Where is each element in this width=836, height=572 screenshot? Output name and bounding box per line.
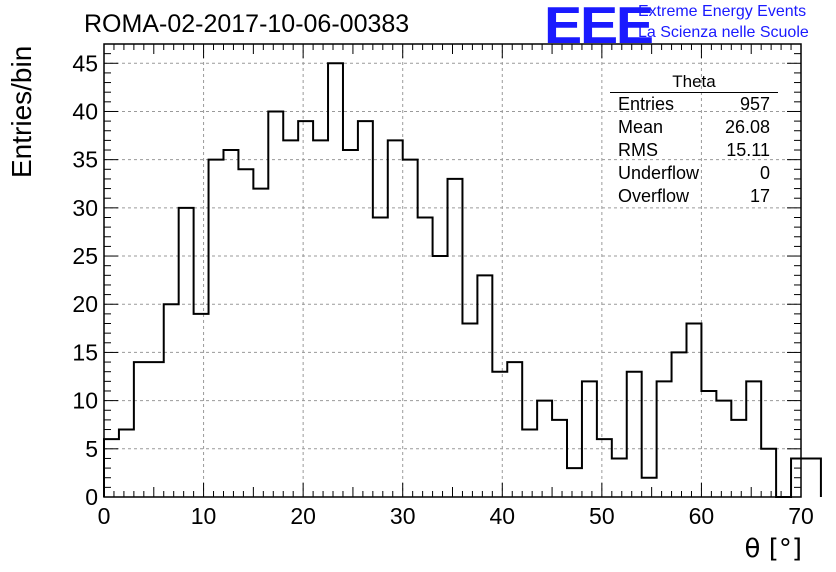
- histogram-bin: [209, 160, 224, 497]
- histogram-series-line: [103, 62, 822, 498]
- stats-label: Mean: [618, 117, 664, 137]
- histogram-bin: [492, 372, 507, 497]
- x-tick-label: 10: [191, 503, 217, 529]
- histogram-bin: [462, 324, 477, 497]
- histogram-bin: [418, 217, 433, 497]
- histogram-bin: [223, 150, 238, 497]
- histogram-bin: [597, 439, 612, 497]
- x-tick-label: 40: [489, 503, 515, 529]
- y-tick-label: 0: [85, 484, 98, 510]
- eee-logo: EEE: [544, 0, 654, 55]
- histogram-bin: [388, 140, 403, 497]
- stats-value: 15.11: [726, 140, 770, 160]
- y-tick-label: 20: [72, 291, 98, 317]
- histogram-bin: [642, 478, 657, 497]
- histogram-bin: [657, 381, 672, 497]
- stats-row-mean: Mean 26.08: [610, 116, 778, 139]
- histogram-bin: [149, 362, 164, 497]
- histogram-bin: [433, 256, 448, 497]
- histogram-bin: [134, 362, 149, 497]
- x-tick-label: 60: [689, 503, 715, 529]
- stats-box: Theta Entries 957 Mean 26.08 RMS 15.11 U…: [610, 72, 778, 208]
- x-tick-label: 20: [290, 503, 316, 529]
- histogram-bin: [761, 449, 776, 497]
- y-tick-label: 40: [72, 98, 98, 124]
- histogram-bin: [731, 420, 746, 497]
- y-tick-label: 45: [72, 50, 98, 76]
- histogram-bin: [507, 362, 522, 497]
- x-tick-label: 70: [788, 503, 814, 529]
- y-tick-label: 10: [72, 388, 98, 414]
- histogram-bin: [283, 140, 298, 497]
- histogram-bin: [806, 458, 821, 497]
- histogram-bin: [373, 217, 388, 497]
- histogram-bin: [313, 140, 328, 497]
- logo-line-1: Extreme Energy Events: [638, 3, 807, 20]
- logo-line-2: La Scienza nelle Scuole: [638, 24, 809, 41]
- plot-title: ROMA-02-2017-10-06-00383: [84, 10, 410, 38]
- y-tick-label: 15: [72, 339, 98, 365]
- stats-label: RMS: [618, 140, 658, 160]
- stats-value: 17: [749, 186, 770, 206]
- stats-label: Underflow: [618, 163, 700, 183]
- stats-label: Overflow: [618, 186, 690, 206]
- stats-value: 957: [739, 94, 770, 114]
- y-tick-label: 30: [72, 195, 98, 221]
- y-tick-label: 25: [72, 243, 98, 269]
- histogram-bin: [686, 324, 701, 497]
- histogram-bin: [701, 391, 716, 497]
- histogram-bin: [343, 150, 358, 497]
- stats-row-overflow: Overflow 17: [610, 185, 778, 208]
- x-tick-label: 50: [589, 503, 615, 529]
- histogram-bin: [552, 420, 567, 497]
- histogram-bin: [179, 208, 194, 497]
- stats-row-rms: RMS 15.11: [610, 139, 778, 162]
- y-tick-label: 35: [72, 147, 98, 173]
- histogram-bin: [522, 430, 537, 497]
- histogram-bin: [194, 314, 209, 497]
- histogram-bin: [253, 189, 268, 497]
- histogram-bin: [567, 468, 582, 497]
- histogram-bin: [403, 160, 418, 497]
- stats-value: 0: [759, 163, 770, 183]
- histogram-bin: [119, 430, 134, 497]
- histogram-bin: [477, 275, 492, 497]
- x-tick-label: 0: [98, 503, 111, 529]
- histogram-bin: [238, 169, 253, 497]
- histogram-bin: [672, 352, 687, 497]
- stats-title: Theta: [610, 72, 778, 93]
- histogram-bin: [612, 458, 627, 497]
- stats-row-underflow: Underflow 0: [610, 162, 778, 185]
- x-axis-label: θ [°]: [744, 534, 802, 564]
- y-tick-label: 5: [85, 436, 98, 462]
- histogram-bin: [746, 381, 761, 497]
- stats-row-entries: Entries 957: [610, 93, 778, 116]
- stats-value: 26.08: [724, 117, 770, 137]
- histogram-bin: [627, 372, 642, 497]
- histogram-bin: [298, 121, 313, 497]
- histogram-bin: [358, 121, 373, 497]
- x-tick-label: 30: [390, 503, 416, 529]
- stats-label: Entries: [618, 94, 675, 114]
- histogram-bin: [582, 381, 597, 497]
- histogram-bin: [328, 63, 343, 497]
- y-axis-label: Entries/bin: [6, 45, 37, 178]
